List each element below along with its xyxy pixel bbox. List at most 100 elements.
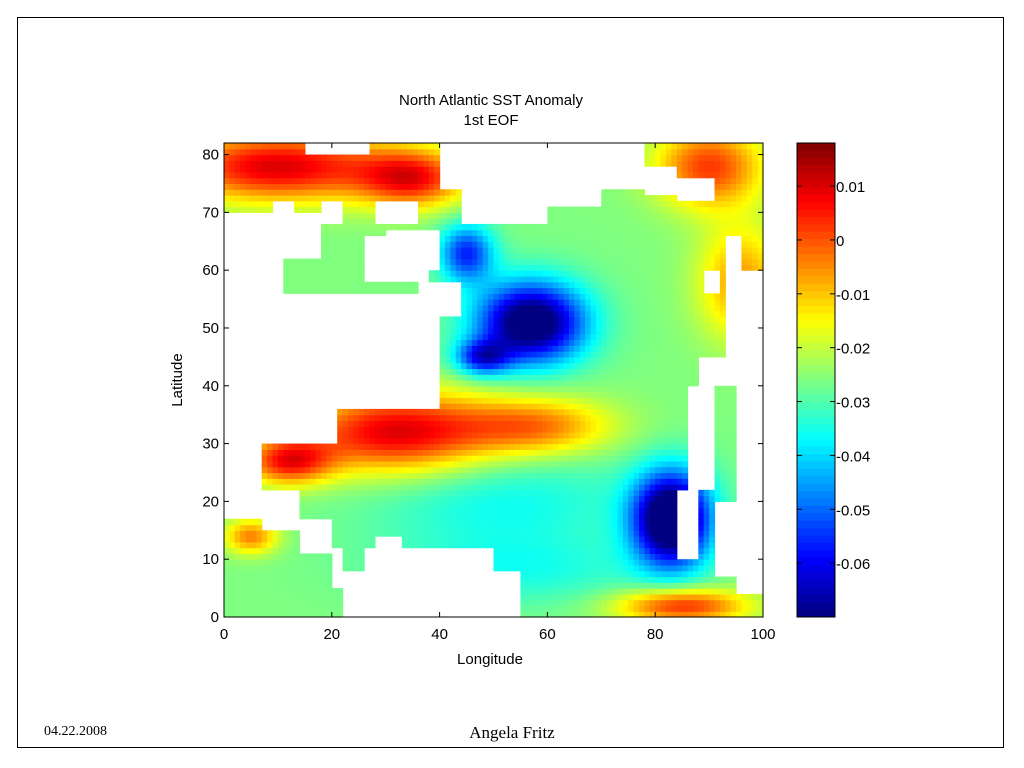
heatmap-cell <box>558 564 565 572</box>
heatmap-cell <box>515 489 522 497</box>
heatmap-cell <box>676 310 683 318</box>
heatmap-cell <box>574 512 581 520</box>
heatmap-cell <box>374 414 381 422</box>
heatmap-cell <box>256 588 263 595</box>
heatmap-cell <box>590 576 597 583</box>
heatmap-cell <box>606 206 613 213</box>
heatmap-cell <box>649 489 656 497</box>
heatmap-cell <box>444 518 451 526</box>
heatmap-cell <box>617 420 624 427</box>
heatmap-cell <box>676 287 683 294</box>
heatmap-cell <box>579 235 586 242</box>
heatmap-cell <box>709 264 716 271</box>
heatmap-cell <box>590 252 597 260</box>
heatmap-cell <box>628 443 635 450</box>
heatmap-cell <box>665 455 672 462</box>
heatmap-cell <box>353 177 360 185</box>
heatmap-cell <box>412 183 419 190</box>
heatmap-cell <box>444 351 451 358</box>
heatmap-cell <box>676 391 683 398</box>
heatmap-cell <box>240 200 247 208</box>
heatmap-cell <box>639 229 646 237</box>
heatmap-cell <box>531 541 538 549</box>
heatmap-cell <box>649 368 656 375</box>
heatmap-cell <box>326 275 333 283</box>
heatmap-cell <box>563 547 570 555</box>
heatmap-cell <box>493 414 500 422</box>
heatmap-cell <box>698 258 705 265</box>
heatmap-cell <box>558 605 565 612</box>
heatmap-cell <box>245 189 252 196</box>
heatmap-cell <box>687 212 694 219</box>
heatmap-cell <box>687 310 694 318</box>
heatmap-cell <box>267 605 274 612</box>
heatmap-cell <box>633 287 640 294</box>
heatmap-cell <box>450 322 457 329</box>
heatmap-cell <box>401 541 408 549</box>
heatmap-cell <box>337 432 344 439</box>
heatmap-cell <box>628 299 635 306</box>
heatmap-cell <box>364 420 371 427</box>
heatmap-cell <box>321 564 328 572</box>
heatmap-cell <box>498 420 505 427</box>
heatmap-cell <box>482 241 489 248</box>
heatmap-cell <box>595 391 602 398</box>
heatmap-cell <box>671 530 678 537</box>
heatmap-cell <box>585 518 592 526</box>
heatmap-cell <box>552 588 559 595</box>
heatmap-cell <box>477 362 484 370</box>
heatmap-cell <box>536 530 543 537</box>
heatmap-cell <box>595 576 602 583</box>
heatmap-cell <box>461 287 468 294</box>
heatmap-cell <box>482 310 489 318</box>
heatmap-cell <box>665 368 672 375</box>
heatmap-cell <box>585 333 592 341</box>
heatmap-cell <box>466 270 473 277</box>
heatmap-cell <box>493 530 500 537</box>
heatmap-cell <box>353 218 360 225</box>
heatmap-cell <box>471 299 478 306</box>
heatmap-cell <box>482 495 489 502</box>
heatmap-cell <box>655 455 662 462</box>
heatmap-cell <box>493 559 500 566</box>
heatmap-cell <box>547 530 554 537</box>
heatmap-cell <box>531 553 538 560</box>
heatmap-cell <box>224 582 230 589</box>
heatmap-cell <box>418 437 425 445</box>
heatmap-cell <box>347 195 354 202</box>
heatmap-cell <box>482 489 489 497</box>
heatmap-cell <box>601 275 608 283</box>
heatmap-cell <box>493 449 500 456</box>
heatmap-cell <box>563 304 570 312</box>
heatmap-cell <box>444 455 451 462</box>
heatmap-cell <box>471 223 478 231</box>
heatmap-cell <box>267 599 274 607</box>
heatmap-cell <box>547 206 554 213</box>
heatmap-cell <box>665 576 672 583</box>
heatmap-cell <box>520 368 527 375</box>
heatmap-cell <box>342 408 349 416</box>
heatmap-cell <box>676 275 683 283</box>
heatmap-cell <box>687 368 694 375</box>
heatmap-cell <box>504 403 511 410</box>
heatmap-cell <box>655 524 662 531</box>
heatmap-cell <box>267 177 274 185</box>
heatmap-cell <box>358 235 365 242</box>
heatmap-cell <box>595 605 602 612</box>
heatmap-cell <box>256 611 263 618</box>
heatmap-cell <box>353 489 360 497</box>
heatmap-cell <box>676 408 683 416</box>
heatmap-cell <box>547 489 554 497</box>
heatmap-cell <box>617 391 624 398</box>
heatmap-cell <box>714 449 721 456</box>
heatmap-cell <box>347 270 354 277</box>
heatmap-cell <box>434 223 441 231</box>
heatmap-cell <box>234 593 241 601</box>
heatmap-cell <box>504 408 511 416</box>
heatmap-cell <box>380 287 387 294</box>
heatmap-cell <box>617 362 624 370</box>
heatmap-cell <box>536 570 543 578</box>
heatmap-cell <box>342 287 349 294</box>
heatmap-cell <box>515 322 522 329</box>
heatmap-cell <box>595 310 602 318</box>
